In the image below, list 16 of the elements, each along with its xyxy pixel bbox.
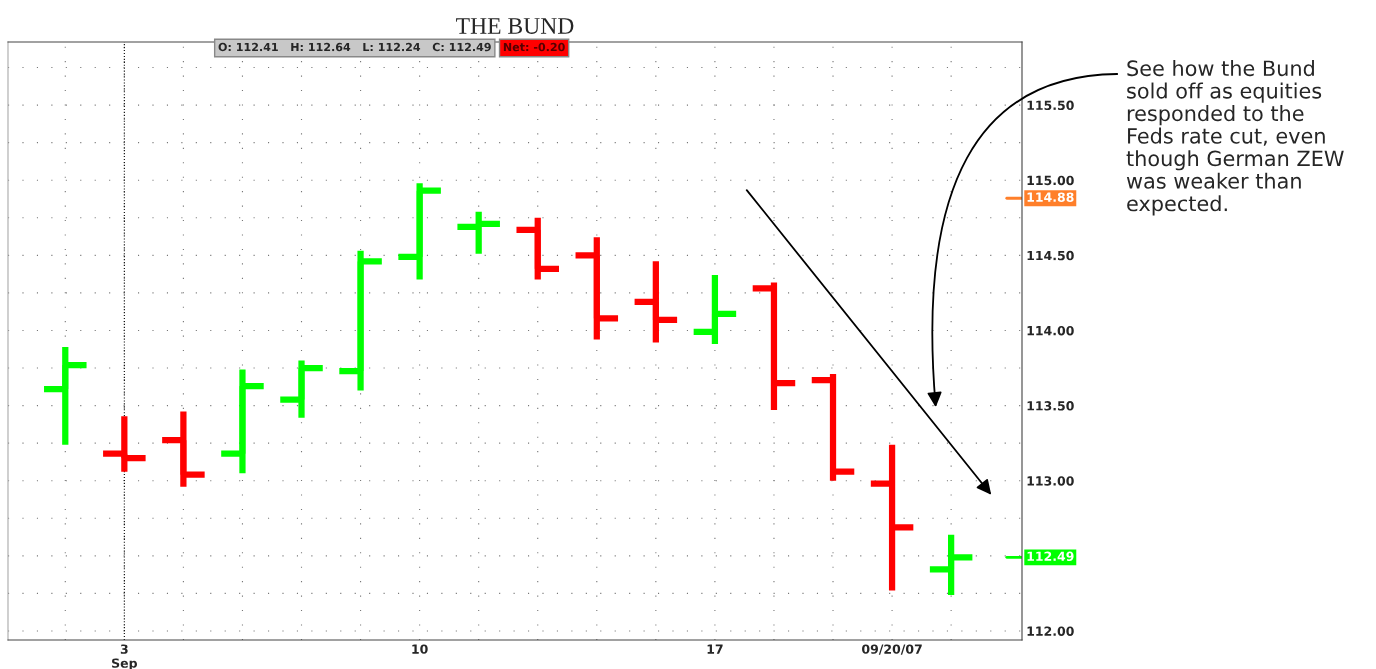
x-tick-label: 17 bbox=[707, 644, 723, 654]
text: See how the Bund sold off as equities responded to the Feds rate cut, even though German ZEW was weaker than expected. bbox=[1126, 60, 1344, 216]
y-tick-label: 112.00 bbox=[1027, 626, 1074, 636]
y-tick-label: 115.00 bbox=[1027, 175, 1074, 186]
y-tick-label: 113.00 bbox=[1027, 476, 1074, 486]
ref-line-label: 112.49 bbox=[1027, 551, 1074, 561]
annotation: O: 112.41 H: 112.64 L: 112.24 C: 112.49 bbox=[218, 42, 491, 52]
x-tick-label: 10 bbox=[412, 644, 428, 654]
y-tick-label: 115.50 bbox=[1027, 100, 1074, 111]
ref-line-label: 114.88 bbox=[1027, 192, 1074, 202]
y-tick-label: 113.50 bbox=[1027, 401, 1074, 411]
chart-title: THE BUND bbox=[456, 18, 574, 34]
y-tick-label: 114.00 bbox=[1027, 325, 1074, 336]
y-tick-label: 114.50 bbox=[1027, 250, 1074, 261]
annotation: Net: -0.20 bbox=[503, 42, 565, 52]
x-tick-label: 09/20/07 bbox=[862, 644, 922, 655]
